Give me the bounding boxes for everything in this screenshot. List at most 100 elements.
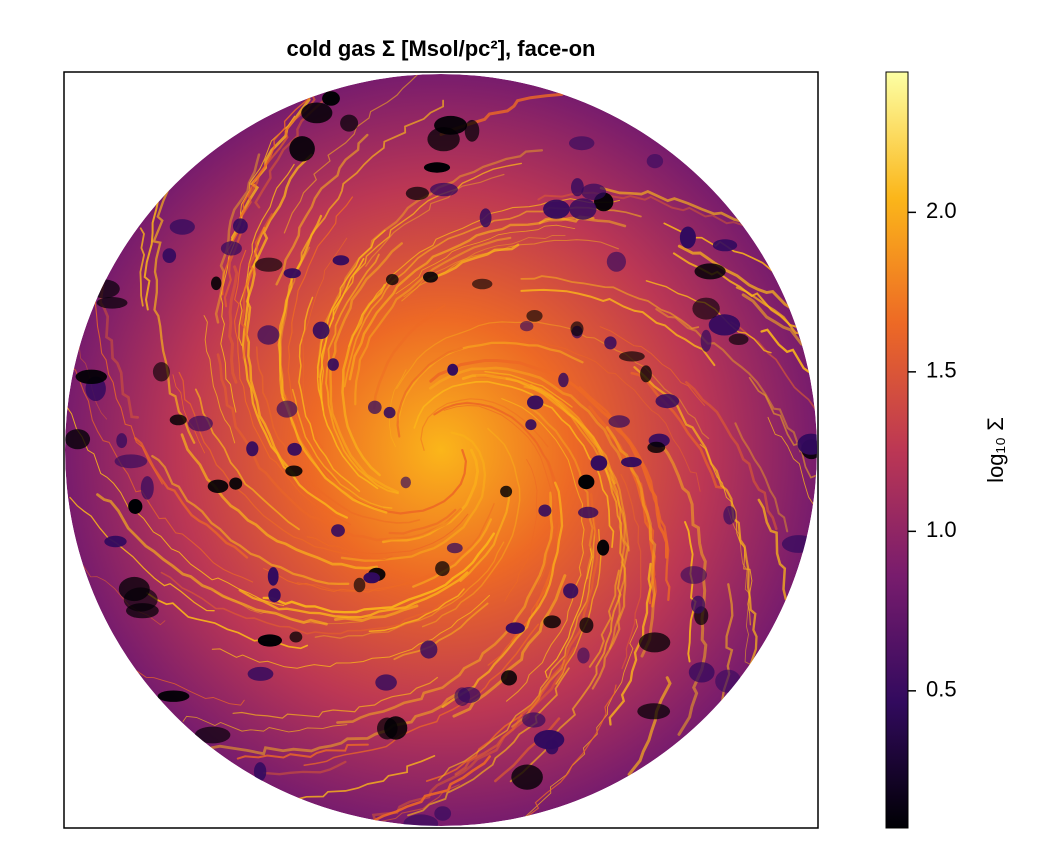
void <box>543 615 561 629</box>
void <box>169 219 195 235</box>
filament <box>441 481 564 708</box>
filament <box>520 275 700 330</box>
filament <box>438 507 596 781</box>
filament <box>134 437 249 559</box>
void <box>276 400 298 418</box>
filament <box>298 296 361 493</box>
void <box>207 479 229 493</box>
filament <box>348 198 621 347</box>
filament <box>78 558 166 626</box>
filament <box>210 691 461 756</box>
void <box>563 583 579 599</box>
filament <box>544 548 593 678</box>
void <box>125 603 159 619</box>
void <box>569 198 597 220</box>
void <box>157 690 190 702</box>
void <box>511 764 543 790</box>
void <box>479 208 492 228</box>
filament <box>263 760 347 776</box>
filament <box>275 133 369 286</box>
filament <box>245 153 313 477</box>
void <box>640 365 652 383</box>
filament <box>222 97 311 296</box>
filament <box>373 755 491 822</box>
filament <box>348 215 595 381</box>
void <box>501 670 517 686</box>
void <box>621 457 642 468</box>
filament <box>228 265 239 384</box>
filament <box>395 224 576 295</box>
filament <box>240 213 274 359</box>
void <box>96 297 128 309</box>
filament <box>172 374 205 454</box>
filament <box>421 427 521 628</box>
filament <box>505 377 630 690</box>
filament <box>388 508 457 535</box>
void <box>257 634 282 647</box>
void <box>472 278 493 290</box>
void <box>327 358 339 371</box>
void <box>797 433 817 455</box>
void <box>606 251 627 272</box>
filament <box>484 370 573 408</box>
void <box>577 647 590 664</box>
void <box>647 441 666 453</box>
void <box>331 524 345 537</box>
void <box>694 263 726 280</box>
filament <box>660 443 708 736</box>
filament <box>365 173 505 267</box>
filament <box>263 566 448 593</box>
void <box>353 577 366 593</box>
filament <box>461 373 616 485</box>
void <box>289 631 303 643</box>
filament <box>588 569 620 668</box>
void <box>692 297 720 320</box>
filament <box>232 676 438 719</box>
void <box>700 329 712 352</box>
filament <box>396 347 463 438</box>
void <box>255 257 283 272</box>
void <box>75 369 108 384</box>
void <box>500 485 513 498</box>
void <box>457 687 481 703</box>
void <box>578 506 599 519</box>
colorbar-tick-label: 0.5 <box>926 677 957 702</box>
filament <box>96 493 328 626</box>
void <box>655 394 680 409</box>
filament <box>151 454 350 586</box>
void <box>220 241 242 256</box>
void <box>430 182 458 197</box>
void <box>268 588 281 603</box>
void <box>597 539 610 556</box>
void <box>152 362 170 382</box>
filament <box>236 743 369 760</box>
void <box>578 474 595 490</box>
void <box>638 632 671 653</box>
filament <box>325 253 399 495</box>
filament <box>371 647 576 823</box>
void <box>400 476 411 489</box>
void <box>434 806 452 821</box>
void <box>322 91 340 106</box>
filament <box>334 604 419 622</box>
colorbar-tick-label: 1.0 <box>926 517 957 542</box>
void <box>619 351 645 362</box>
filament <box>234 249 352 526</box>
void <box>590 455 608 471</box>
void <box>446 542 463 554</box>
filament <box>314 541 505 639</box>
filament <box>302 237 348 449</box>
filament <box>630 371 724 489</box>
filament <box>407 667 570 817</box>
filament <box>295 755 436 801</box>
void <box>712 239 738 252</box>
filament <box>220 115 296 413</box>
filament <box>329 242 403 494</box>
filament <box>578 386 671 602</box>
void <box>118 576 150 602</box>
filament <box>620 473 642 670</box>
filament <box>152 183 196 444</box>
filament <box>130 666 245 706</box>
filament <box>388 369 407 447</box>
filament <box>685 381 778 531</box>
